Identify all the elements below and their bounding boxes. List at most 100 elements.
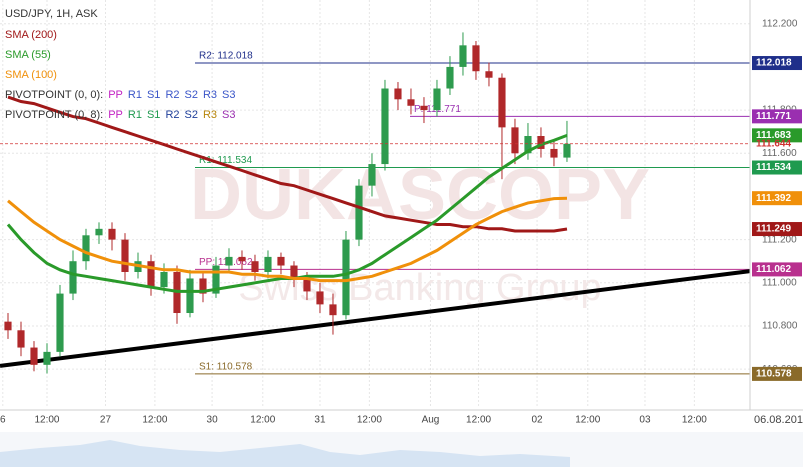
price-box	[752, 56, 802, 71]
legend-item: R1	[128, 109, 142, 121]
legend-item: PP	[108, 109, 123, 121]
candle-body	[303, 278, 311, 292]
candle-body	[238, 256, 246, 262]
candle-body	[212, 265, 220, 294]
price-box	[752, 262, 802, 277]
candle-body	[56, 293, 64, 352]
y-tick-label: 111.600	[762, 148, 797, 159]
candle-body	[251, 261, 259, 272]
legend-item: S1	[147, 89, 160, 101]
legend-entry: PIVOTPOINT (0, 0): PP R1 S1 R2 S2 R3 S3	[5, 89, 236, 101]
x-tick-label: 12:00	[575, 415, 600, 426]
legend-label: PIVOTPOINT (0, 0):	[5, 89, 103, 101]
candle-body	[95, 228, 103, 236]
candle-body	[4, 321, 12, 331]
candle-body	[290, 265, 298, 279]
x-tick-label: 31	[314, 415, 326, 426]
legend-item: R3	[203, 109, 217, 121]
price-box	[752, 109, 802, 124]
legend-item: S2	[185, 109, 198, 121]
pivot-label: R1: 111.534	[199, 155, 252, 166]
candle-body	[355, 185, 363, 240]
candle-body	[459, 45, 467, 67]
candle-body	[186, 278, 194, 314]
legend-item: R2	[165, 89, 179, 101]
legend-entry: PIVOTPOINT (0, 8): PP R1 S1 R2 S2 R3 S3	[5, 109, 236, 121]
candle-body	[446, 66, 454, 89]
trendline	[0, 269, 751, 368]
y-tick-label: 111.200	[762, 234, 797, 245]
candle-body	[524, 136, 532, 154]
candle-body	[108, 228, 116, 240]
sma-line	[7, 196, 568, 283]
legend-item: S3	[222, 109, 235, 121]
x-tick-label: 02	[532, 415, 544, 426]
x-tick-label: 12:00	[142, 415, 167, 426]
candle-body	[147, 261, 155, 288]
price-box-label: 111.249	[756, 224, 791, 235]
x-tick-label: 27	[100, 415, 112, 426]
x-tick-label: 12:00	[34, 415, 59, 426]
watermark: Swiss Banking Group	[238, 267, 601, 309]
legend-item: R3	[203, 89, 217, 101]
candle-body	[69, 261, 77, 294]
price-box-label: 112.018	[756, 58, 792, 69]
x-tick-label: 12:00	[466, 415, 491, 426]
price-box-label: 111.534	[756, 162, 791, 173]
legend-entry: SMA (200)	[5, 29, 57, 41]
candle-body	[472, 45, 480, 72]
candle-body	[17, 330, 25, 348]
price-box-label: 111.392	[756, 193, 791, 204]
legend-item: R2	[165, 109, 179, 121]
x-tick-label: 12:00	[682, 415, 707, 426]
candle-body	[511, 127, 519, 154]
x-tick-label: 03	[639, 415, 651, 426]
y-tick-label: 111.000	[762, 277, 797, 288]
candle-body	[121, 239, 129, 272]
price-box-label: 111.683	[756, 130, 791, 141]
candle-body	[407, 99, 415, 106]
legend-item: S1	[147, 109, 160, 121]
x-tick-label: Aug	[422, 415, 440, 426]
candle-body	[316, 291, 324, 305]
chart-title: USD/JPY, 1H, ASK	[5, 8, 98, 20]
candle-body	[342, 239, 350, 316]
legend-entry: SMA (100)	[5, 69, 57, 81]
candle-body	[563, 143, 571, 158]
candle-body	[82, 235, 90, 262]
price-box	[752, 128, 802, 143]
navigator-area	[0, 440, 570, 467]
candle-body	[277, 256, 285, 266]
price-box	[752, 191, 802, 206]
y-tick-label: 110.800	[762, 321, 798, 332]
x-tick-label: 12:00	[357, 415, 382, 426]
candle-body	[329, 304, 337, 316]
candle-body	[498, 77, 506, 128]
price-box-label: 111.062	[756, 264, 791, 275]
candle-body	[394, 88, 402, 100]
candle-body	[550, 148, 558, 158]
price-box-label: 111.771	[756, 111, 791, 122]
legend: USD/JPY, 1H, ASK SMA (200) SMA (55) SMA (1…	[5, 8, 236, 121]
legend-item: R1	[128, 89, 142, 101]
candle-body	[160, 272, 168, 288]
price-box	[752, 222, 802, 237]
candle-body	[420, 105, 428, 111]
candle-body	[368, 164, 376, 186]
pivot-label: R2: 112.018	[199, 51, 253, 62]
legend-label: PIVOTPOINT (0, 8):	[5, 109, 103, 121]
pivot-label: S1: 110.578	[199, 362, 253, 373]
candle-body	[433, 88, 441, 111]
candle-body	[199, 278, 207, 294]
x-tick-label: 12:00	[250, 415, 275, 426]
date-label: 06.08.2018	[754, 414, 803, 426]
candle-body	[43, 351, 51, 365]
candle-body	[381, 88, 389, 165]
price-box	[752, 160, 802, 175]
y-tick-label: 112.200	[762, 18, 798, 29]
legend-entry: SMA (55)	[5, 49, 51, 61]
price-box	[752, 366, 802, 381]
